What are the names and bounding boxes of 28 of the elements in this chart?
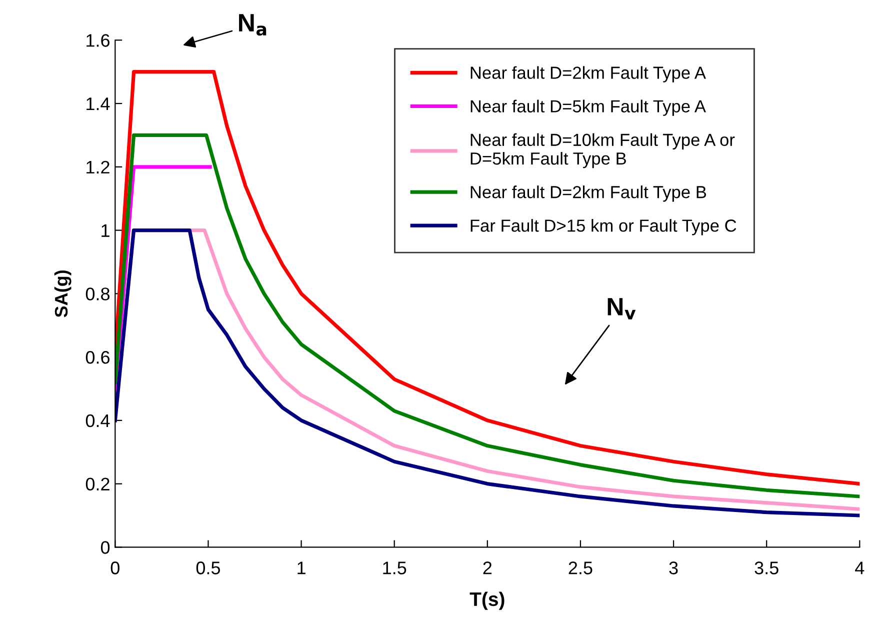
x-axis-title: T(s) [470, 592, 504, 610]
x-tick-label: 4 [855, 562, 864, 574]
legend-label: Far Fault D>15 km or Fault Type C [470, 219, 736, 236]
x-tick-label: 1 [298, 562, 306, 574]
legend-label: Near fault D=5km Fault Type A [470, 100, 706, 116]
x-tick-label: 2.5 [568, 562, 592, 574]
y-tick-label: 0 [100, 541, 110, 554]
y-tick-label: 0.6 [86, 350, 110, 364]
x-tick-label: 2 [483, 562, 492, 574]
line-series [115, 133, 860, 498]
legend-label: Near fault D=2km Fault Type A [470, 66, 706, 82]
text: N$_{a}$ [239, 14, 266, 36]
y-tick-label: 1 [102, 224, 110, 237]
y-tick-label: 1.4 [86, 98, 110, 110]
x-tick-label: 3.5 [754, 562, 778, 574]
x-tick-label: 0.5 [196, 562, 220, 574]
x-tick-label: 1.5 [383, 562, 406, 574]
y-tick-label: 1.6 [86, 34, 110, 47]
x-tick-label: 0 [110, 562, 120, 574]
x-tick-label: 3 [669, 562, 678, 574]
y-tick-label: 0.8 [86, 288, 110, 300]
y-tick-label: 0.4 [86, 414, 110, 428]
legend-label: Near fault D=2km Fault Type B [470, 186, 706, 202]
annotation: N$_{v}$ [608, 298, 636, 320]
y-tick-label: 0.2 [86, 478, 110, 491]
y-tick-label: 1.2 [86, 160, 110, 174]
y-axis-title: SA(g) [54, 270, 72, 318]
legend-label: Near fault D=10km Fault Type A or D=5km Fault Type B [470, 133, 735, 168]
